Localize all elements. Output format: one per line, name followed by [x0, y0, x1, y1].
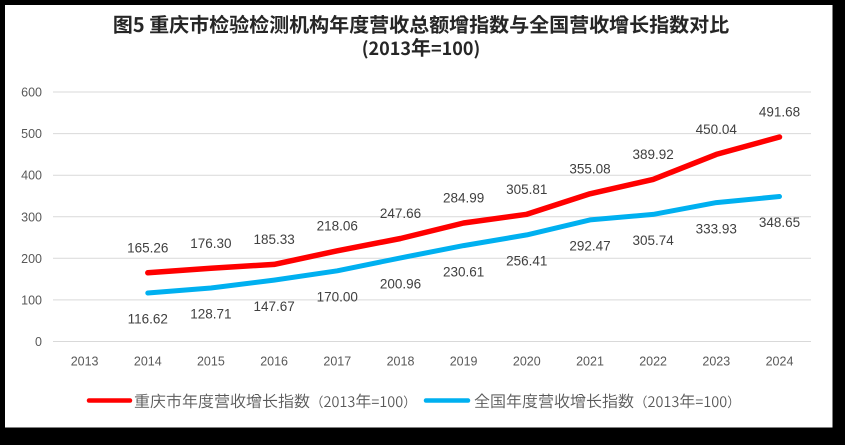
- svg-text:2013: 2013: [71, 355, 99, 369]
- svg-text:116.62: 116.62: [128, 312, 168, 327]
- svg-text:348.65: 348.65: [759, 215, 800, 230]
- svg-text:200: 200: [21, 252, 42, 266]
- svg-text:2023: 2023: [702, 355, 730, 369]
- svg-text:2015: 2015: [197, 355, 225, 369]
- svg-text:305.81: 305.81: [506, 182, 547, 197]
- svg-text:2024: 2024: [766, 355, 794, 369]
- svg-text:2021: 2021: [576, 355, 604, 369]
- svg-text:218.06: 218.06: [317, 219, 358, 234]
- svg-text:2018: 2018: [387, 355, 415, 369]
- svg-text:2022: 2022: [639, 355, 667, 369]
- svg-text:284.99: 284.99: [443, 191, 484, 206]
- svg-text:176.30: 176.30: [190, 236, 231, 251]
- svg-text:355.08: 355.08: [569, 162, 610, 177]
- svg-text:2019: 2019: [450, 355, 478, 369]
- svg-text:2016: 2016: [260, 355, 288, 369]
- svg-text:500: 500: [21, 127, 42, 141]
- svg-text:2014: 2014: [134, 355, 162, 369]
- svg-text:230.61: 230.61: [443, 264, 484, 279]
- svg-text:2017: 2017: [323, 355, 351, 369]
- svg-text:200.96: 200.96: [380, 277, 421, 292]
- svg-text:333.93: 333.93: [696, 221, 737, 236]
- svg-text:305.74: 305.74: [632, 233, 674, 248]
- svg-text:128.71: 128.71: [190, 307, 231, 322]
- svg-text:450.04: 450.04: [696, 122, 738, 137]
- svg-text:400: 400: [21, 169, 42, 183]
- svg-text:491.68: 491.68: [759, 105, 800, 120]
- svg-text:165.26: 165.26: [127, 241, 168, 256]
- svg-text:100: 100: [21, 293, 42, 307]
- svg-text:300: 300: [21, 210, 42, 224]
- svg-text:389.92: 389.92: [632, 147, 673, 162]
- svg-text:2020: 2020: [513, 355, 541, 369]
- svg-text:147.67: 147.67: [253, 299, 294, 314]
- svg-text:292.47: 292.47: [569, 239, 610, 254]
- svg-text:170.00: 170.00: [317, 290, 358, 305]
- svg-text:185.33: 185.33: [253, 232, 294, 247]
- svg-text:600: 600: [21, 86, 42, 100]
- svg-text:247.66: 247.66: [380, 206, 421, 221]
- svg-text:256.41: 256.41: [506, 254, 547, 269]
- svg-text:0: 0: [35, 335, 42, 349]
